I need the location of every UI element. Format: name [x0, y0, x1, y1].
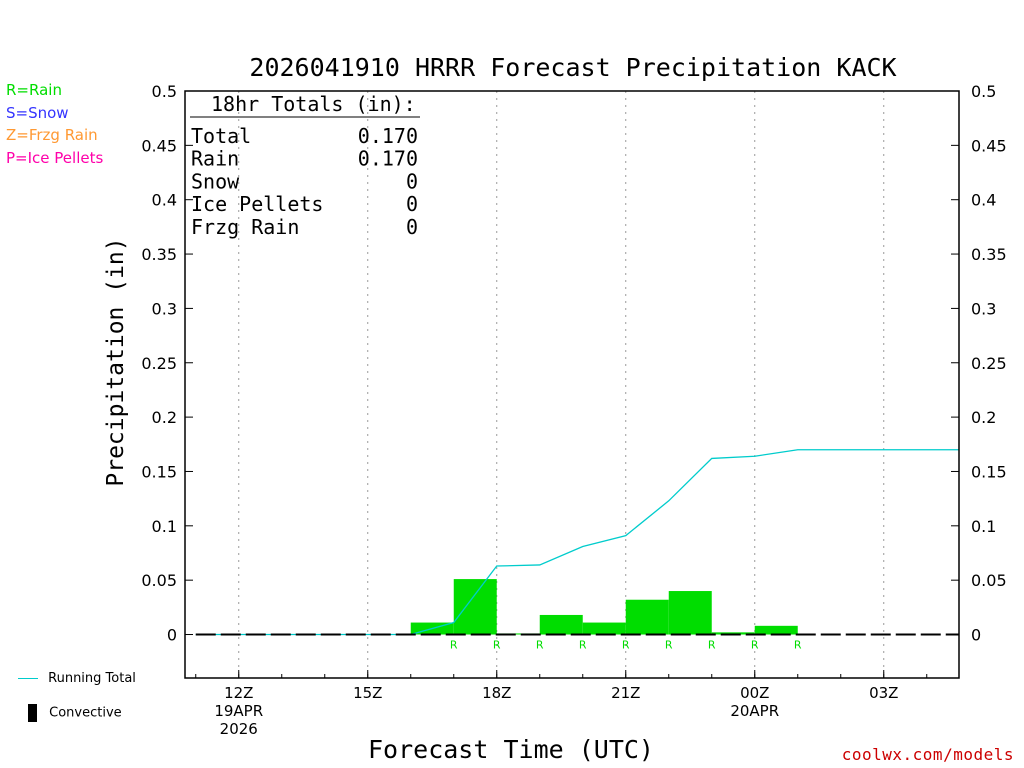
y-tick-label-left: 0.5	[152, 82, 177, 101]
legend-frzg-rain-text: Z=Frzg Rain	[6, 126, 98, 144]
precip-type-label: R	[794, 639, 802, 652]
grid-lines	[238, 91, 885, 678]
running-total-legend: Running Total	[18, 671, 136, 686]
precip-type-label: R	[708, 639, 716, 652]
y-tick-label-right: 0	[971, 626, 981, 645]
totals-row-value: 0	[406, 169, 418, 193]
bar	[711, 632, 755, 635]
precip-type-label: R	[622, 639, 630, 652]
legend-rain-text: R=Rain	[6, 81, 62, 99]
y-tick-label-left: 0.4	[152, 191, 177, 210]
bar	[539, 614, 583, 635]
legend-frzg-rain: Z=Frzg Rain	[6, 128, 98, 143]
precip-type-label: R	[450, 639, 458, 652]
y-tick-label-right: 0.1	[971, 517, 996, 536]
legend-snow: S=Snow	[6, 106, 69, 121]
totals-row-label: Snow	[191, 169, 240, 193]
x-tick-label: 2026	[220, 720, 258, 738]
running-total-group	[195, 449, 959, 636]
y-tick-label-left: 0.45	[141, 136, 177, 155]
totals-row-label: Rain	[191, 147, 239, 171]
totals-row-value: 0	[406, 215, 418, 239]
bar	[496, 633, 540, 635]
totals-row-label: Total	[191, 124, 251, 148]
x-tick-label: 15Z	[353, 684, 382, 702]
legend-ice-pellets-text: P=Ice Pellets	[6, 149, 104, 167]
legend-rain: R=Rain	[6, 83, 62, 98]
chart-title: 2026041910 HRRR Forecast Precipitation K…	[249, 53, 896, 82]
running-total-swatch	[18, 678, 38, 679]
y-tick-label-right: 0.4	[971, 191, 996, 210]
y-tick-label-left: 0.05	[141, 571, 177, 590]
y-tick-label-right: 0.45	[971, 136, 1007, 155]
y-tick-label-left: 0.1	[152, 517, 177, 536]
running-total-legend-text: Running Total	[48, 671, 136, 686]
x-tick-label: 18Z	[482, 684, 511, 702]
totals-row-label: Frzg Rain	[191, 215, 299, 239]
totals-header: 18hr Totals (in):	[211, 92, 416, 116]
bar-group	[410, 579, 798, 635]
y-tick-label-left: 0.3	[152, 299, 177, 318]
credit-text: coolwx.com/models	[841, 745, 1014, 764]
bar	[754, 625, 798, 635]
x-tick-label: 03Z	[869, 684, 898, 702]
y-tick-label-right: 0.05	[971, 571, 1007, 590]
totals-row-value: 0.170	[358, 147, 418, 171]
x-tick-label: 21Z	[611, 684, 640, 702]
totals-row-value: 0	[406, 192, 418, 216]
x-axis-label: Forecast Time (UTC)	[368, 735, 654, 764]
running-total-line	[195, 449, 959, 636]
y-tick-label-left: 0.2	[152, 408, 177, 427]
legend-ice-pellets: P=Ice Pellets	[6, 151, 103, 166]
precip-type-label: R	[665, 639, 673, 652]
precip-type-label: R	[493, 639, 501, 652]
precip-type-label: R	[536, 639, 544, 652]
totals-row-label: Ice Pellets	[191, 192, 323, 216]
x-tick-label: 12Z	[224, 684, 253, 702]
y-tick-label-left: 0.25	[141, 354, 177, 373]
x-tick-label: 20APR	[730, 702, 779, 720]
x-tick-label: 19APR	[214, 702, 263, 720]
axes-group: 0 00.05 0.050.1 0.10.15 0.150.2 0.20.25 0.250.…	[141, 82, 1006, 738]
totals-box: 18hr Totals (in): Total 0.170 Rain 0.170 Sno…	[190, 92, 420, 239]
convective-legend: Convective	[28, 704, 122, 722]
bar	[625, 599, 669, 635]
precip-type-label: R	[751, 639, 759, 652]
bar	[582, 622, 626, 635]
bar	[668, 591, 712, 635]
y-tick-label-left: 0.35	[141, 245, 177, 264]
x-tick-label: 00Z	[740, 684, 769, 702]
y-axis-label: Precipitation (in)	[103, 237, 129, 486]
bar	[453, 579, 497, 635]
y-tick-label-right: 0.2	[971, 408, 996, 427]
y-tick-label-right: 0.15	[971, 462, 1007, 481]
precip-type-label: R	[579, 639, 587, 652]
y-tick-label-left: 0.15	[141, 462, 177, 481]
plot-frame	[184, 90, 960, 679]
legend-snow-text: S=Snow	[6, 104, 69, 122]
y-tick-label-right: 0.5	[971, 82, 996, 101]
convective-swatch	[28, 704, 37, 722]
y-tick-label-right: 0.3	[971, 299, 996, 318]
totals-row-value: 0.170	[358, 124, 418, 148]
y-tick-label-left: 0	[167, 626, 177, 645]
y-tick-label-right: 0.35	[971, 245, 1007, 264]
convective-legend-text: Convective	[49, 705, 122, 721]
y-tick-label-right: 0.25	[971, 354, 1007, 373]
